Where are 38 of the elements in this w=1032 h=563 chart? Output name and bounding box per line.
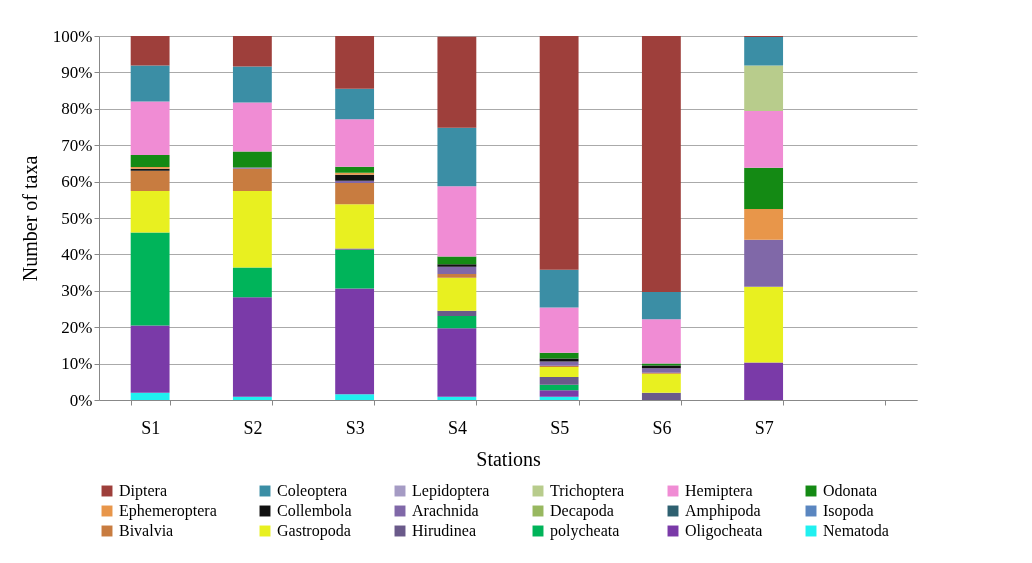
y-axis-title: Number of taxa	[18, 155, 41, 282]
legend-label: Nematoda	[823, 522, 889, 539]
y-tick-label: 30%	[61, 281, 93, 301]
legend-label: Decapoda	[550, 502, 614, 520]
y-tick-label: 60%	[61, 172, 93, 192]
x-tick-label: S4	[447, 417, 467, 438]
y-tick-label: 50%	[61, 208, 93, 228]
legend-label: polycheata	[550, 522, 620, 540]
legend-label: Hemiptera	[685, 482, 753, 500]
legend-label: Lepidoptera	[412, 482, 490, 500]
legend-label: Ephemeroptera	[119, 502, 217, 520]
legend-label: Odonata	[823, 482, 878, 499]
legend-label: Arachnida	[412, 502, 479, 519]
legend-label: Collembola	[277, 502, 352, 519]
y-tick-label: 10%	[61, 354, 93, 374]
legend-label: Oligocheata	[685, 522, 763, 540]
legend-label: Coleoptera	[277, 482, 348, 500]
y-tick-label: 80%	[61, 99, 93, 119]
legend-label: Gastropoda	[277, 522, 351, 540]
legend-label: Diptera	[119, 482, 167, 500]
legend-label: Isopoda	[823, 502, 874, 520]
legend-label: Trichoptera	[550, 482, 625, 500]
x-tick-label: S5	[550, 417, 570, 438]
y-tick-label: 0%	[69, 390, 93, 410]
x-tick-label: S7	[754, 417, 774, 438]
y-tick-label: 70%	[61, 135, 93, 155]
y-tick-label: 40%	[61, 244, 93, 264]
x-tick-label: S1	[141, 417, 161, 438]
legend-label: Hirudinea	[412, 522, 476, 539]
y-tick-label: 20%	[61, 317, 93, 337]
y-tick-label: 100%	[52, 26, 93, 46]
x-tick-label: S6	[652, 417, 672, 438]
x-tick-label: S3	[345, 417, 365, 438]
legend-label: Amphipoda	[685, 502, 761, 520]
x-tick-label: S2	[243, 417, 263, 438]
y-tick-label: 90%	[61, 62, 93, 82]
legend-label: Bivalvia	[119, 522, 174, 539]
x-axis-title: Stations	[476, 447, 541, 470]
